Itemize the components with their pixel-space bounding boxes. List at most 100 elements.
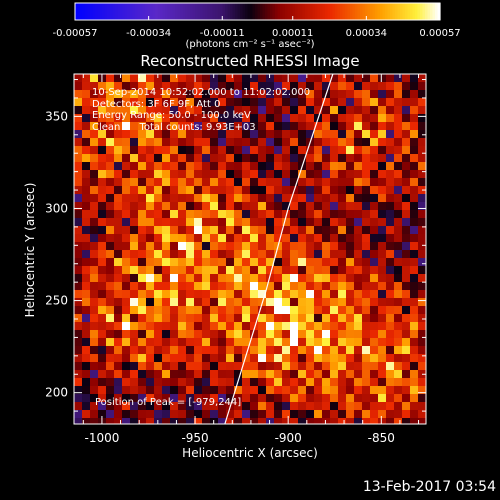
heatmap-cell bbox=[82, 210, 91, 219]
heatmap-cell bbox=[234, 250, 243, 259]
heatmap-cell bbox=[146, 386, 155, 395]
heatmap-cell bbox=[146, 410, 155, 419]
heatmap-cell bbox=[74, 314, 83, 323]
heatmap-cell bbox=[234, 130, 243, 139]
heatmap-cell bbox=[258, 306, 267, 315]
heatmap-cell bbox=[210, 250, 219, 259]
heatmap-cell bbox=[386, 114, 395, 123]
heatmap-cell bbox=[378, 330, 387, 339]
heatmap-cell bbox=[418, 98, 426, 107]
heatmap-cell bbox=[378, 402, 387, 411]
heatmap-cell bbox=[114, 138, 123, 147]
colorbar-swatch bbox=[342, 3, 346, 20]
heatmap-cell bbox=[210, 378, 219, 387]
heatmap-cell bbox=[154, 298, 163, 307]
colorbar-swatch bbox=[327, 3, 331, 20]
heatmap-cell bbox=[138, 370, 147, 379]
heatmap-cell bbox=[378, 90, 387, 99]
heatmap-cell bbox=[418, 386, 426, 395]
heatmap-cell bbox=[154, 122, 163, 131]
heatmap-cell bbox=[242, 218, 251, 227]
heatmap-cell bbox=[82, 386, 91, 395]
heatmap-cell bbox=[194, 266, 203, 275]
heatmap-cell bbox=[298, 258, 307, 267]
heatmap-cell bbox=[74, 146, 83, 155]
heatmap-cell bbox=[394, 202, 403, 211]
heatmap-cell bbox=[418, 250, 426, 259]
heatmap-cell bbox=[258, 210, 267, 219]
heatmap-cell bbox=[162, 378, 171, 387]
heatmap-cell bbox=[202, 338, 211, 347]
heatmap-cell bbox=[298, 90, 307, 99]
heatmap-cell bbox=[106, 370, 115, 379]
heatmap-cell bbox=[162, 258, 171, 267]
heatmap-cell bbox=[402, 394, 411, 403]
heatmap-cell bbox=[266, 74, 275, 83]
colorbar-swatch bbox=[362, 3, 366, 20]
heatmap-cell bbox=[282, 106, 291, 115]
heatmap-cell bbox=[314, 322, 323, 331]
heatmap-cell bbox=[122, 274, 131, 283]
heatmap-cell bbox=[154, 314, 163, 323]
colorbar-swatch bbox=[110, 3, 114, 20]
heatmap-cell bbox=[202, 210, 211, 219]
heatmap-cell bbox=[82, 194, 91, 203]
heatmap-cell bbox=[202, 146, 211, 155]
heatmap-cell bbox=[202, 314, 211, 323]
heatmap-cell bbox=[98, 218, 107, 227]
heatmap-cell bbox=[250, 226, 259, 235]
heatmap-cell bbox=[138, 338, 147, 347]
heatmap-cell bbox=[362, 274, 371, 283]
heatmap-cell bbox=[114, 122, 123, 131]
heatmap-cell bbox=[194, 170, 203, 179]
heatmap-cell bbox=[242, 370, 251, 379]
heatmap-cell bbox=[394, 266, 403, 275]
heatmap-cell bbox=[154, 346, 163, 355]
heatmap-cell bbox=[410, 378, 419, 387]
heatmap-cell bbox=[274, 346, 283, 355]
heatmap-cell bbox=[418, 410, 426, 419]
heatmap-cell bbox=[402, 170, 411, 179]
heatmap-cell bbox=[90, 234, 99, 243]
heatmap-cell bbox=[170, 402, 179, 411]
heatmap-cell bbox=[378, 250, 387, 259]
heatmap-cell bbox=[226, 122, 235, 131]
heatmap-cell bbox=[178, 162, 187, 171]
heatmap-cell bbox=[330, 274, 339, 283]
heatmap-cell bbox=[202, 194, 211, 203]
heatmap-cell bbox=[354, 186, 363, 195]
heatmap-cell bbox=[82, 226, 91, 235]
heatmap-cell bbox=[394, 362, 403, 371]
heatmap-cell bbox=[346, 234, 355, 243]
heatmap-cell bbox=[98, 202, 107, 211]
heatmap-cell bbox=[218, 138, 227, 147]
heatmap-cell bbox=[210, 106, 219, 115]
heatmap-cell bbox=[346, 154, 355, 163]
heatmap-cell bbox=[194, 130, 203, 139]
heatmap-cell bbox=[370, 338, 379, 347]
heatmap-cell bbox=[170, 362, 179, 371]
heatmap-cell bbox=[122, 354, 131, 363]
heatmap-cell bbox=[74, 290, 83, 299]
heatmap-cell bbox=[314, 354, 323, 363]
heatmap-cell bbox=[394, 242, 403, 251]
heatmap-cell bbox=[218, 98, 227, 107]
heatmap-cell bbox=[162, 370, 171, 379]
heatmap-cell bbox=[314, 282, 323, 291]
heatmap-cell bbox=[282, 330, 291, 339]
heatmap-cell bbox=[82, 378, 91, 387]
heatmap-cell bbox=[266, 282, 275, 291]
heatmap-cell bbox=[362, 178, 371, 187]
colorbar-swatch bbox=[107, 3, 111, 20]
heatmap-cell bbox=[362, 306, 371, 315]
heatmap-cell bbox=[418, 346, 426, 355]
colorbar-swatch bbox=[112, 3, 116, 20]
colorbar-swatch bbox=[217, 3, 221, 20]
heatmap-cell bbox=[186, 306, 195, 315]
heatmap-cell bbox=[338, 402, 347, 411]
heatmap-cell bbox=[242, 306, 251, 315]
heatmap-cell bbox=[138, 250, 147, 259]
heatmap-cell bbox=[378, 314, 387, 323]
heatmap-cell bbox=[266, 330, 275, 339]
heatmap-cell bbox=[274, 130, 283, 139]
